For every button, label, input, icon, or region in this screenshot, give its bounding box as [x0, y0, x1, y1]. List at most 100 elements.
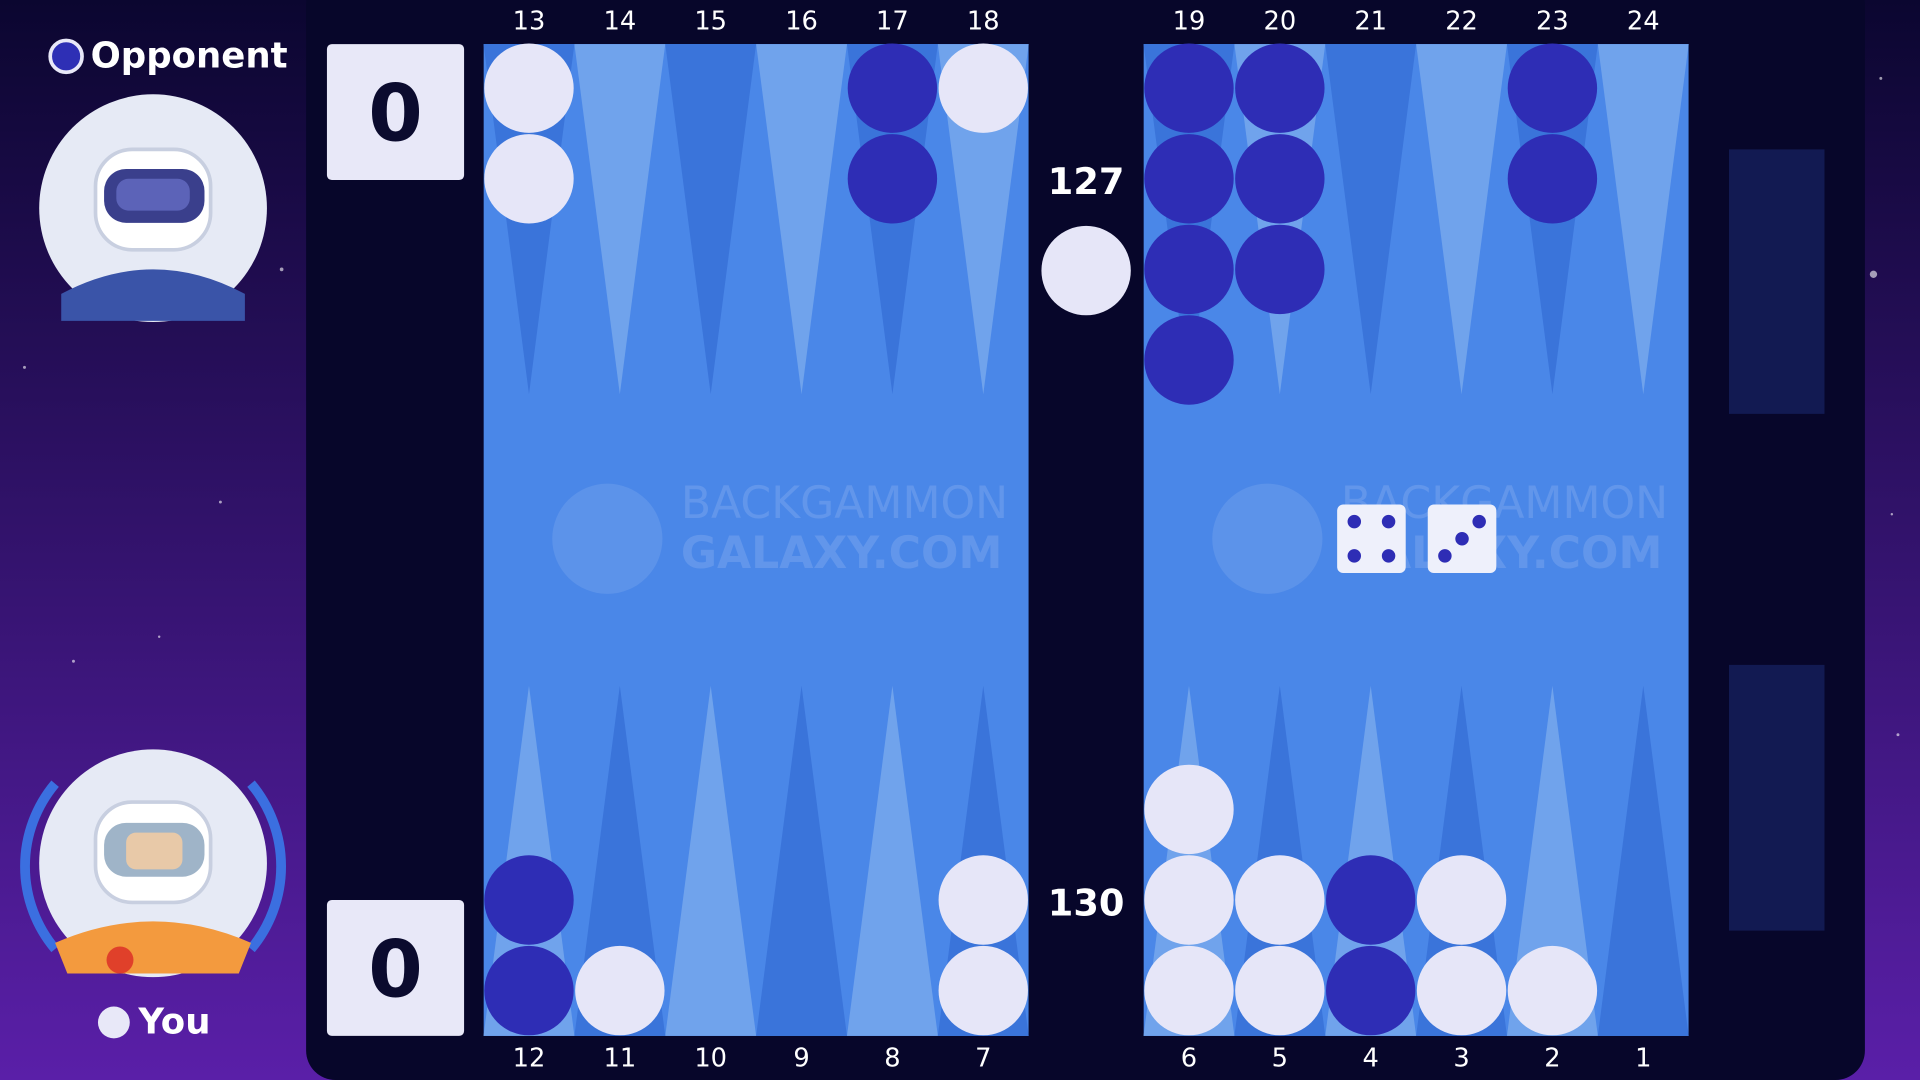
point-number: 18 [967, 7, 1000, 37]
point-number: 16 [785, 7, 818, 37]
stars [23, 76, 1900, 737]
checker [1235, 224, 1325, 315]
point-number: 24 [1627, 7, 1660, 37]
opponent-avatar [39, 94, 267, 323]
opponent-pip-count: 127 [1048, 160, 1125, 203]
point-number: 20 [1263, 7, 1296, 37]
die-pip [1455, 532, 1469, 546]
left-quadrants [483, 44, 1029, 1036]
point-triangle [1506, 685, 1598, 1036]
point-number: 4 [1363, 1044, 1379, 1074]
your-name: You [137, 1002, 210, 1043]
point-triangle [756, 685, 847, 1036]
your-pip-count: 130 [1048, 881, 1125, 924]
opponent-name: Opponent [91, 36, 288, 77]
point-number: 9 [793, 1044, 809, 1074]
score-box [326, 900, 465, 1036]
point-number: 17 [876, 7, 909, 37]
your-score: 0 [368, 924, 423, 1015]
checker [847, 43, 938, 133]
point-triangle [937, 44, 1029, 395]
checker [938, 855, 1028, 945]
checker [1144, 315, 1234, 405]
watermark-text: BACKGAMMON [681, 478, 1008, 529]
point-number: 2 [1544, 1044, 1560, 1074]
point-number: 5 [1272, 1044, 1288, 1074]
checker [1507, 945, 1598, 1036]
point-triangle [1416, 44, 1507, 395]
checker [1507, 134, 1598, 224]
point-number: 13 [513, 7, 546, 37]
bar-checker [1041, 225, 1131, 316]
point-number: 7 [975, 1044, 991, 1074]
checker [1144, 855, 1234, 945]
checker [1144, 134, 1234, 224]
point-number: 11 [603, 1044, 636, 1074]
point-number: 21 [1354, 7, 1387, 37]
die-face [1337, 504, 1406, 574]
watermark-text: GALAXY.COM [681, 528, 1003, 579]
your-color [97, 1006, 130, 1039]
point-number: 15 [694, 7, 727, 37]
checker [938, 945, 1028, 1036]
checker [1326, 855, 1416, 945]
score-box [326, 44, 465, 180]
die-pip [1472, 514, 1486, 529]
die-pip [1347, 549, 1362, 563]
point-number: 10 [694, 1044, 727, 1074]
point-triangle [665, 44, 757, 395]
point-triangle [1325, 44, 1417, 395]
checker [1235, 43, 1325, 133]
die [1427, 504, 1497, 574]
checker [1144, 764, 1234, 855]
point-triangle [1597, 685, 1689, 1036]
point-number: 1 [1635, 1044, 1651, 1074]
checker [1326, 945, 1416, 1036]
right-quadrants [1143, 44, 1689, 1036]
bear-off-tray [1728, 664, 1825, 931]
turn-indicator [20, 780, 59, 953]
checker [1235, 855, 1325, 945]
checker [484, 43, 574, 133]
point-number: 23 [1536, 7, 1569, 37]
checker [1144, 224, 1234, 315]
point-triangle [846, 685, 938, 1036]
bear-off-tray [1728, 149, 1825, 414]
point-number: 12 [513, 1044, 546, 1074]
checker [1144, 43, 1234, 133]
checker [938, 43, 1028, 133]
checker [484, 855, 574, 945]
die-pip [1347, 514, 1362, 529]
opponent-color [48, 38, 84, 75]
point-number: 14 [603, 7, 636, 37]
turn-indicator [247, 780, 287, 953]
point-number: 3 [1453, 1044, 1469, 1074]
point-triangle [574, 44, 666, 395]
point-triangle [665, 685, 757, 1036]
point-number: 22 [1445, 7, 1478, 37]
die-pip [1381, 514, 1396, 529]
checker [1235, 134, 1325, 224]
checker [847, 134, 938, 224]
point-triangle [1597, 44, 1689, 395]
die [1337, 504, 1406, 574]
checker [484, 134, 574, 224]
point-triangle [756, 44, 847, 395]
checker [1507, 43, 1598, 133]
die-pip [1381, 549, 1396, 563]
checker [1416, 855, 1507, 945]
point-triangle [574, 685, 666, 1036]
checker [1144, 945, 1234, 1036]
checker [484, 945, 574, 1036]
checker [575, 945, 665, 1036]
point-number: 19 [1173, 7, 1206, 37]
your-avatar [39, 749, 267, 978]
point-number: 6 [1181, 1044, 1197, 1074]
point-number: 8 [884, 1044, 900, 1074]
opponent-score: 0 [368, 68, 423, 159]
checker [1416, 945, 1507, 1036]
checkers-layer [484, 43, 1598, 1036]
